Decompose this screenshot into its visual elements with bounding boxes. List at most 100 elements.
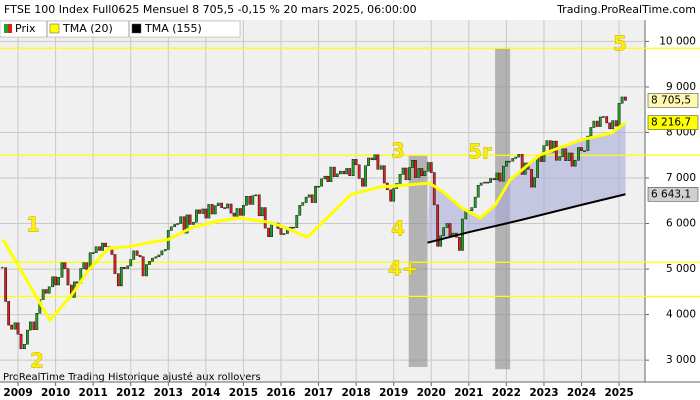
legend-label: TMA (155) (144, 22, 202, 35)
candle (338, 170, 342, 175)
legend-swatch (131, 23, 142, 34)
candle (382, 165, 386, 184)
candle (19, 333, 23, 350)
candle (13, 322, 17, 330)
candle (502, 165, 505, 182)
candle (132, 250, 136, 260)
candle (520, 154, 524, 175)
candle (47, 286, 51, 294)
price-box (647, 93, 699, 108)
candle (242, 205, 245, 216)
candle (267, 227, 270, 237)
candle (351, 159, 355, 176)
candle (207, 204, 211, 219)
ma-band (427, 122, 626, 243)
candle (145, 264, 148, 277)
candle (426, 162, 430, 172)
candle (260, 207, 264, 217)
candle (558, 156, 562, 161)
candle (354, 159, 358, 166)
x-tick-label: 2023 (529, 387, 558, 399)
candle (376, 154, 380, 170)
candle (573, 159, 577, 167)
candle (157, 254, 161, 258)
candle (135, 250, 139, 256)
x-tick-label: 2015 (229, 387, 258, 399)
candle (154, 256, 158, 259)
candle (364, 165, 367, 187)
candle (323, 175, 327, 180)
candle (332, 166, 336, 177)
y-tick-label: 4 000 (666, 309, 696, 321)
candle (442, 227, 446, 237)
x-tick-label: 2011 (79, 387, 108, 399)
candle (373, 154, 377, 161)
annotation: 2 (30, 349, 44, 373)
zone (408, 155, 428, 367)
candle (432, 172, 436, 206)
candle (357, 164, 361, 179)
candle (122, 267, 126, 269)
candle (176, 223, 180, 225)
candle (220, 202, 224, 208)
candle (213, 205, 217, 215)
legend-bg (0, 20, 241, 38)
candle (251, 195, 255, 205)
candle (60, 262, 64, 278)
x-tick-label: 2024 (567, 387, 596, 399)
ma-line (427, 193, 626, 244)
candle (361, 178, 364, 187)
candle (498, 172, 502, 182)
candle (263, 207, 267, 229)
candle (614, 120, 618, 127)
candle (592, 120, 596, 128)
candle (511, 158, 515, 162)
candle (257, 194, 261, 217)
candle (185, 214, 189, 234)
candle (192, 221, 195, 225)
candle (141, 256, 145, 277)
candle (530, 169, 533, 188)
candle (35, 312, 39, 330)
x-tick-label: 2010 (41, 387, 70, 399)
candle (411, 159, 414, 168)
candle (216, 202, 220, 207)
legend-swatch (4, 24, 8, 33)
candle (392, 188, 396, 202)
annotation: 5r (468, 140, 492, 164)
candle (561, 148, 565, 157)
candle (310, 194, 314, 203)
y-tick-label: 7 000 (666, 172, 696, 184)
candle (63, 262, 67, 269)
candle (188, 214, 192, 225)
candle (551, 140, 555, 153)
candle (348, 168, 352, 176)
candle (608, 122, 612, 130)
candle (342, 170, 346, 175)
y-tick-label: 10 000 (659, 35, 696, 47)
candle (624, 96, 627, 101)
candle (601, 116, 605, 118)
x-tick-label: 2021 (454, 387, 483, 399)
candle (370, 157, 374, 161)
candle (54, 276, 57, 286)
y-tick-label: 9 000 (666, 81, 696, 93)
candle (611, 120, 615, 130)
candle (138, 255, 142, 258)
x-tick-label: 2009 (3, 387, 32, 399)
candle (198, 209, 201, 214)
candle (577, 147, 580, 161)
candle (508, 160, 511, 163)
candle (151, 257, 154, 262)
y-tick-label: 5 000 (666, 263, 696, 275)
candle (314, 185, 317, 203)
candle (429, 162, 433, 173)
candle (476, 185, 480, 198)
candle (580, 147, 583, 151)
candle (104, 242, 107, 248)
candle (423, 170, 427, 176)
candle (148, 261, 151, 265)
candle (304, 196, 308, 203)
candle (445, 223, 449, 228)
